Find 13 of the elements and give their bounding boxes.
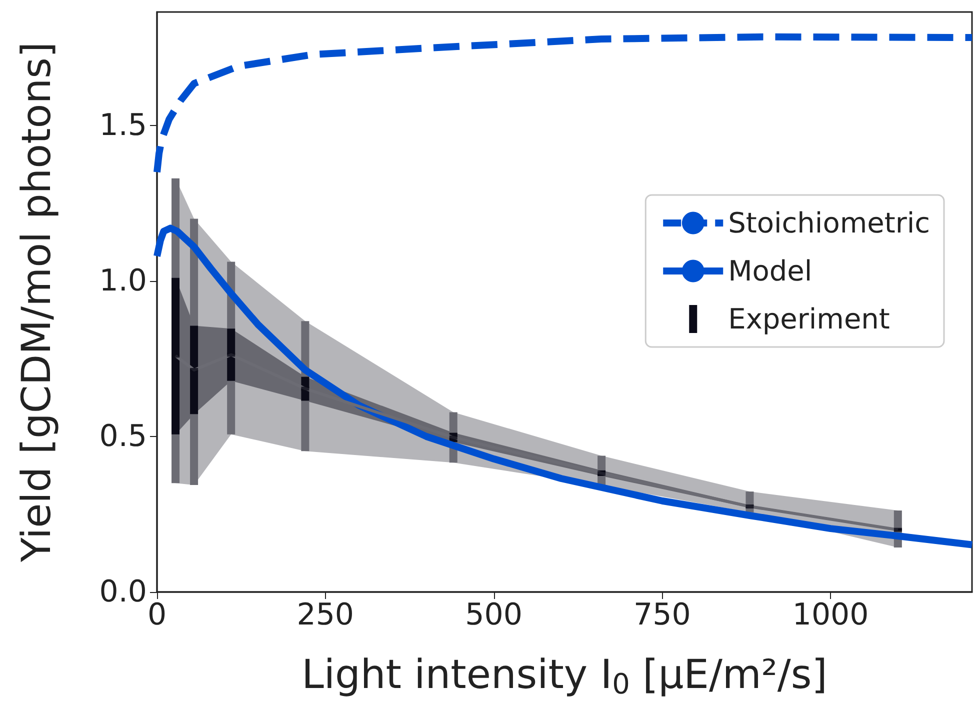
y-tick-label: 1.0 (99, 264, 147, 299)
legend-label: Experiment (728, 302, 890, 336)
x-tick-label: 0 (147, 598, 167, 632)
x-tick-label: 500 (465, 598, 522, 632)
legend-label: Stoichiometric (728, 206, 930, 240)
y-tick-label: 1.5 (99, 108, 147, 144)
x-tick-label: 750 (634, 598, 691, 632)
legend-label: Model (728, 254, 812, 288)
x-tick-label: 1000 (792, 598, 869, 632)
y-tick-label: 0.5 (99, 419, 147, 454)
y-axis-title: Yield [gCDM/mol photons] (14, 42, 60, 564)
x-tick-label: 250 (296, 598, 354, 632)
y-tick-label: 0.0 (99, 574, 147, 610)
